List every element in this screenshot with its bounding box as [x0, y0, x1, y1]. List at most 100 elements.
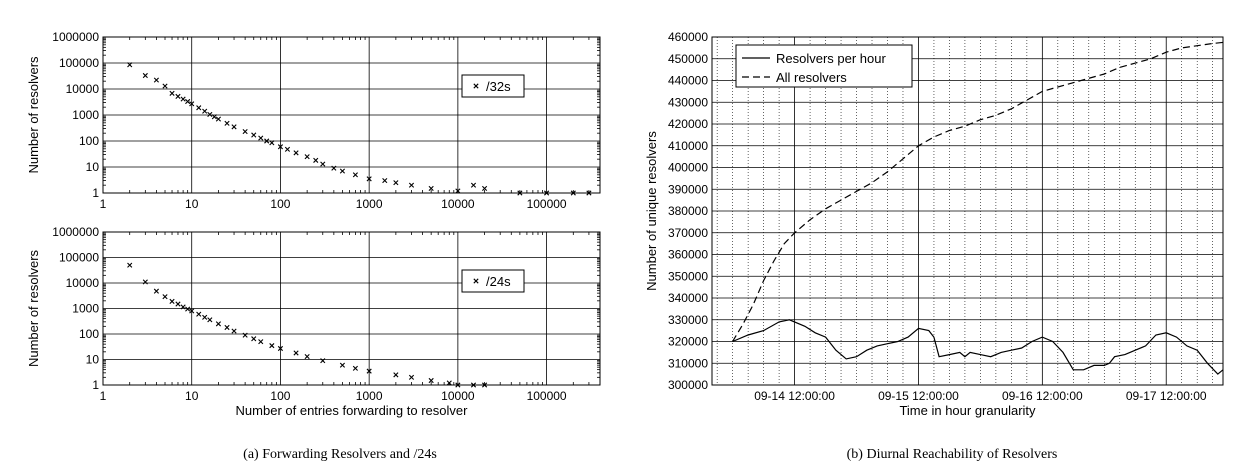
- caption-left: (a) Forwarding Resolvers and /24s: [243, 447, 437, 462]
- data-point: [258, 135, 264, 141]
- data-point: [320, 358, 326, 364]
- y-tick-label: 390000: [668, 182, 708, 196]
- data-point: [481, 382, 488, 388]
- chart-forwarding-32s: 1 10 100 1000 10000 100000 1 10 100 1000 10000 1000…: [26, 30, 601, 211]
- data-point: [339, 168, 346, 174]
- data-point: [242, 332, 248, 338]
- data-point: [196, 105, 202, 111]
- data-point: [408, 182, 415, 188]
- y-tick-label: 370000: [668, 226, 708, 240]
- data-point: [470, 382, 477, 388]
- data-point: [231, 124, 237, 130]
- x-tick-label: 09-14 12:00:00: [754, 389, 835, 403]
- data-point: [269, 343, 275, 349]
- data-point: [455, 382, 461, 388]
- data-point: [277, 345, 284, 352]
- plot-frame: [711, 36, 1224, 386]
- legend-box: [735, 44, 913, 88]
- data-point: [320, 161, 326, 167]
- data-point: [313, 157, 319, 163]
- data-point: [180, 304, 186, 310]
- x-axis-label: Number of entries forwarding to resolver: [236, 403, 469, 418]
- legend-label: Resolvers per hour: [776, 51, 886, 66]
- data-point: [408, 374, 415, 380]
- legend-marker: [473, 83, 479, 89]
- y-tick-label: 350000: [668, 269, 708, 283]
- data-point: [304, 354, 310, 360]
- y-tick-label: 360000: [668, 248, 708, 262]
- data-point: [224, 120, 230, 126]
- data-point: [189, 101, 195, 107]
- x-tick-label: 09-15 12:00:00: [878, 389, 959, 403]
- chart-diurnal-reachability: 300000 310000 320000 330000 340000 350000 3600…: [644, 30, 1224, 418]
- y-tick-label: 100: [79, 327, 99, 341]
- y-tick-label: 100000: [59, 251, 99, 265]
- y-tick-label: 1000: [72, 302, 99, 316]
- data-point: [196, 311, 202, 317]
- y-tick-label: 430000: [668, 95, 708, 109]
- data-point: [393, 180, 399, 186]
- y-tick-label: 10: [86, 160, 100, 174]
- plot-frame: [102, 36, 601, 194]
- x-tick-label: 09-17 12:00:00: [1126, 389, 1207, 403]
- data-point: [162, 294, 168, 300]
- data-point: [202, 314, 208, 320]
- data-point: [543, 190, 550, 196]
- x-tick-label: 1: [100, 197, 107, 211]
- data-point: [269, 140, 275, 146]
- data-point: [352, 172, 358, 178]
- data-point: [570, 190, 576, 196]
- data-point: [185, 98, 191, 105]
- data-point: [142, 72, 148, 79]
- legend-label: /32s: [486, 79, 511, 94]
- data-point: [339, 362, 346, 368]
- y-tick-label: 1: [92, 378, 99, 392]
- y-tick-label: 330000: [668, 313, 708, 327]
- data-point: [153, 77, 160, 83]
- x-tick-label: 1000: [356, 389, 383, 403]
- data-point: [481, 185, 488, 192]
- data-point: [175, 301, 181, 307]
- y-axis-label: Number of unique resolvers: [644, 131, 659, 291]
- plot-frame: [102, 231, 601, 386]
- data-point: [293, 350, 299, 356]
- data-point: [393, 372, 399, 378]
- data-point: [382, 178, 388, 184]
- data-point: [446, 380, 452, 386]
- data-point: [428, 185, 434, 192]
- series-line-resolvers-per-hour: [732, 319, 1224, 375]
- data-point: [169, 298, 175, 304]
- y-tick-label: 1000: [72, 108, 99, 122]
- y-tick-label: 460000: [668, 30, 708, 44]
- y-tick-label: 440000: [668, 74, 708, 88]
- data-point: [202, 108, 208, 114]
- y-tick-label: 410000: [668, 139, 708, 153]
- x-tick-label: 100: [270, 389, 290, 403]
- legend-label: /24s: [486, 274, 511, 289]
- data-point: [207, 317, 213, 323]
- x-tick-label: 1: [100, 389, 107, 403]
- y-tick-label: 10000: [66, 82, 100, 96]
- y-tick-label: 320000: [668, 335, 708, 349]
- data-point: [586, 190, 592, 196]
- data-point: [251, 132, 257, 138]
- data-point: [142, 279, 148, 285]
- y-tick-label: 1000000: [52, 225, 99, 239]
- data-point: [162, 83, 168, 89]
- y-tick-label: 10000: [66, 276, 100, 290]
- x-tick-label: 10000: [441, 197, 475, 211]
- y-tick-label: 300000: [668, 378, 708, 392]
- y-tick-label: 380000: [668, 204, 708, 218]
- legend: /32s: [461, 74, 525, 98]
- data-point: [207, 111, 213, 118]
- data-point: [185, 306, 191, 312]
- x-tick-label: 10: [185, 389, 199, 403]
- data-point: [366, 368, 372, 374]
- y-tick-label: 100: [79, 134, 99, 148]
- y-tick-label: 340000: [668, 291, 708, 305]
- y-axis-label: Number of resolvers: [26, 56, 41, 174]
- legend-box: [461, 269, 525, 293]
- data-point: [153, 288, 160, 294]
- legend-marker: [473, 278, 479, 284]
